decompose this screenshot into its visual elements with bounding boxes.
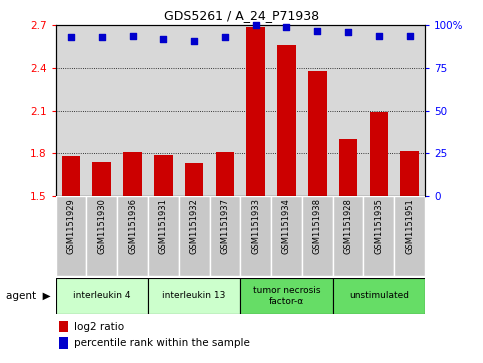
- Bar: [117, 196, 148, 276]
- Text: GSM1151930: GSM1151930: [97, 199, 106, 254]
- Bar: [240, 278, 333, 314]
- Text: GSM1151935: GSM1151935: [374, 199, 384, 254]
- Text: interleukin 13: interleukin 13: [162, 291, 226, 300]
- Bar: [56, 196, 86, 276]
- Bar: [62, 156, 80, 196]
- Bar: [56, 278, 148, 314]
- Point: [159, 36, 167, 42]
- Bar: [400, 151, 419, 196]
- Text: GSM1151934: GSM1151934: [282, 199, 291, 254]
- Bar: [154, 155, 172, 196]
- Bar: [308, 71, 327, 196]
- Text: unstimulated: unstimulated: [349, 291, 409, 300]
- Text: GSM1151936: GSM1151936: [128, 199, 137, 254]
- Bar: [333, 278, 425, 314]
- Point: [98, 34, 106, 40]
- Point: [313, 28, 321, 33]
- Point: [283, 24, 290, 30]
- Text: GSM1151933: GSM1151933: [251, 199, 260, 254]
- Bar: [369, 112, 388, 196]
- Text: GSM1151931: GSM1151931: [159, 199, 168, 254]
- Text: log2 ratio: log2 ratio: [74, 322, 124, 332]
- Bar: [364, 196, 394, 276]
- Text: GSM1151928: GSM1151928: [343, 199, 353, 254]
- Text: agent  ▶: agent ▶: [6, 291, 51, 301]
- Bar: [179, 196, 210, 276]
- Point: [344, 29, 352, 35]
- Bar: [339, 139, 357, 196]
- Bar: [302, 196, 333, 276]
- Point: [67, 34, 75, 40]
- Text: tumor necrosis
factor-α: tumor necrosis factor-α: [253, 286, 320, 306]
- Bar: [333, 196, 364, 276]
- Text: GSM1151951: GSM1151951: [405, 199, 414, 254]
- Point: [221, 34, 229, 40]
- Text: percentile rank within the sample: percentile rank within the sample: [74, 338, 250, 348]
- Bar: [394, 196, 425, 276]
- Point: [406, 33, 413, 38]
- Bar: [215, 152, 234, 196]
- Bar: [240, 196, 271, 276]
- Bar: [210, 196, 240, 276]
- Bar: [86, 196, 117, 276]
- Point: [190, 38, 198, 44]
- Text: GSM1151932: GSM1151932: [190, 199, 199, 254]
- Bar: [148, 196, 179, 276]
- Text: GDS5261 / A_24_P71938: GDS5261 / A_24_P71938: [164, 9, 319, 22]
- Bar: [277, 45, 296, 196]
- Bar: [59, 321, 69, 333]
- Bar: [92, 162, 111, 196]
- Point: [252, 23, 259, 28]
- Bar: [123, 152, 142, 196]
- Bar: [271, 196, 302, 276]
- Text: interleukin 4: interleukin 4: [73, 291, 130, 300]
- Text: GSM1151938: GSM1151938: [313, 199, 322, 254]
- Bar: [185, 163, 203, 196]
- Point: [375, 33, 383, 38]
- Text: GSM1151929: GSM1151929: [67, 199, 75, 254]
- Text: GSM1151937: GSM1151937: [220, 199, 229, 254]
- Bar: [148, 278, 241, 314]
- Point: [128, 33, 136, 38]
- Bar: [59, 337, 69, 348]
- Bar: [246, 27, 265, 196]
